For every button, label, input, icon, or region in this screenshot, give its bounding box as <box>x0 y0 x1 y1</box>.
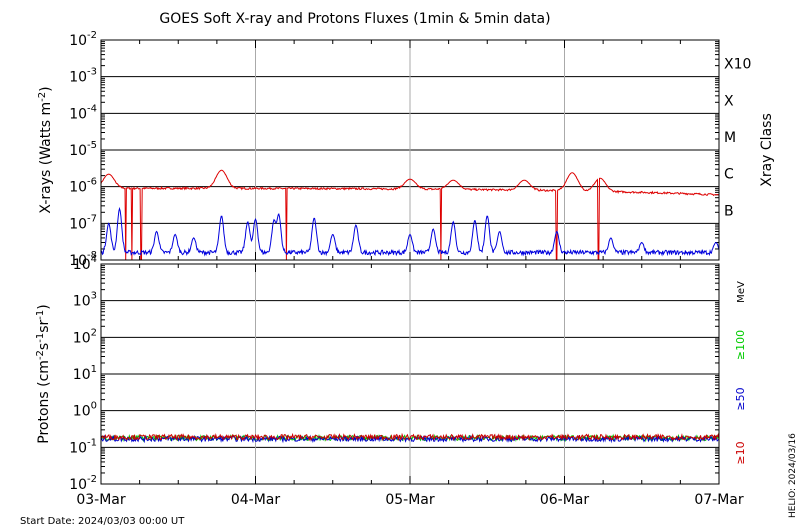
xray-y-tick-base: 10 <box>69 33 87 49</box>
xray-y-tick-exp: -5 <box>87 140 97 151</box>
protons-legend-label: ≥100 <box>734 330 747 360</box>
xray-y-axis-label: X-rays (Watts m-2) <box>37 86 54 213</box>
protons-y-tick-exp: 4 <box>91 254 97 265</box>
xray-series <box>100 169 720 261</box>
protons-legend: ≥100 ≥50 ≥10 <box>734 330 747 465</box>
xray-series-line <box>100 169 720 261</box>
protons-y-tick-base: 10 <box>73 367 91 383</box>
protons-ylabel-text: Protons (cm <box>36 360 52 444</box>
protons-frame <box>100 263 720 485</box>
xray-y-tick-exp: -6 <box>87 177 97 188</box>
xray-y-tick-label: 10-3 <box>69 67 97 86</box>
protons-y-tick-exp: 1 <box>91 364 97 375</box>
protons-y-tick-exp: 0 <box>91 401 97 412</box>
xray-y-tick-label: 10-7 <box>69 213 97 232</box>
protons-y-tick-base: 10 <box>69 440 87 456</box>
xray-y-tick-base: 10 <box>69 180 87 196</box>
xray-class-label-b: B <box>724 203 734 219</box>
xray-y-tick-base: 10 <box>69 253 87 269</box>
protons-y-tick-label: 103 <box>73 291 97 310</box>
protons-y-tick-label: 102 <box>73 327 97 346</box>
xray-y-tick-base: 10 <box>69 70 87 86</box>
x-tick-label: 03-Mar <box>76 492 126 508</box>
xray-y-tick-label: 10-5 <box>69 140 97 159</box>
xray-class-label-x: X <box>724 93 734 109</box>
protons-legend-label: ≥10 <box>734 441 747 464</box>
xray-y-tick-label: 10-2 <box>69 30 97 49</box>
protons-energy-unit: MeV <box>736 281 747 303</box>
protons-y-axis-label: Protons (cm-2s-1sr-1) <box>35 304 52 443</box>
xray-series-line <box>100 206 720 257</box>
xray-y-tick-label: 10-4 <box>69 103 97 122</box>
xray-y-tick-base: 10 <box>69 143 87 159</box>
xray-class-label-c: C <box>724 167 734 183</box>
protons-ylabel-sup1: -2 <box>35 350 46 360</box>
protons-y-tick-label: 10-1 <box>69 437 97 456</box>
xray-y-tick-base: 10 <box>69 106 87 122</box>
protons-y-tick-base: 10 <box>73 330 91 346</box>
protons-y-tick-label: 10-2 <box>69 474 97 493</box>
protons-y-tick-exp: -1 <box>87 437 97 448</box>
protons-y-tick-exp: 3 <box>91 291 97 302</box>
protons-y-tick-base: 10 <box>73 404 91 420</box>
x-tick-labels: 03-Mar 04-Mar 05-Mar 06-Mar 07-Mar <box>76 492 744 508</box>
xray-y-tick-label: 10-6 <box>69 177 97 196</box>
xray-class-axis-label: Xray Class <box>759 113 775 187</box>
protons-ylabel-sup3: -1 <box>35 310 46 320</box>
protons-series <box>100 432 720 444</box>
protons-y-tick-exp: -2 <box>87 474 97 485</box>
x-tick-label: 06-Mar <box>540 492 590 508</box>
xray-ylabel-text: X-rays (Watts m <box>38 102 54 214</box>
xray-ylabel-sup: -2 <box>37 92 48 102</box>
protons-series-line <box>100 432 720 442</box>
xray-class-labels: X10 X M C B <box>724 57 751 220</box>
xray-y-tick-labels: 10-210-310-410-510-610-710-8 <box>69 30 97 269</box>
protons-ylabel-sup2: -1 <box>35 333 46 343</box>
xray-grid <box>100 40 720 260</box>
xray-class-label-x10: X10 <box>724 57 751 73</box>
protons-y-tick-label: 100 <box>73 401 97 420</box>
protons-y-tick-base: 10 <box>73 257 91 273</box>
protons-ylabel-sr: sr <box>36 319 52 332</box>
xray-y-tick-exp: -7 <box>87 213 97 224</box>
xray-y-tick-base: 10 <box>69 216 87 232</box>
xray-class-label-m: M <box>724 130 736 146</box>
protons-y-tick-label: 104 <box>73 254 97 273</box>
xray-y-tick-exp: -8 <box>87 250 97 261</box>
xray-ylabel-close: ) <box>38 86 54 91</box>
x-tick-label: 07-Mar <box>694 492 744 508</box>
xray-y-tick-exp: -4 <box>87 103 97 114</box>
protons-grid <box>100 264 720 484</box>
xray-y-tick-exp: -2 <box>87 30 97 41</box>
protons-y-tick-base: 10 <box>69 477 87 493</box>
protons-y-tick-base: 10 <box>73 294 91 310</box>
protons-legend-label: ≥50 <box>734 387 747 410</box>
protons-ylabel-s: s <box>36 343 52 350</box>
protons-y-tick-label: 101 <box>73 364 97 383</box>
x-tick-label: 04-Mar <box>231 492 281 508</box>
chart-title: GOES Soft X-ray and Protons Fluxes (1min… <box>159 11 550 27</box>
xray-frame <box>100 39 720 261</box>
protons-ylabel-close: ) <box>36 304 52 309</box>
start-date: Start Date: 2024/03/03 00:00 UT <box>20 516 185 527</box>
credit-label: HELIO: 2024/03/16 <box>788 433 798 518</box>
xray-y-tick-label: 10-8 <box>69 250 97 269</box>
xray-y-tick-exp: -3 <box>87 67 97 78</box>
x-tick-label: 05-Mar <box>385 492 435 508</box>
protons-y-tick-exp: 2 <box>91 327 97 338</box>
